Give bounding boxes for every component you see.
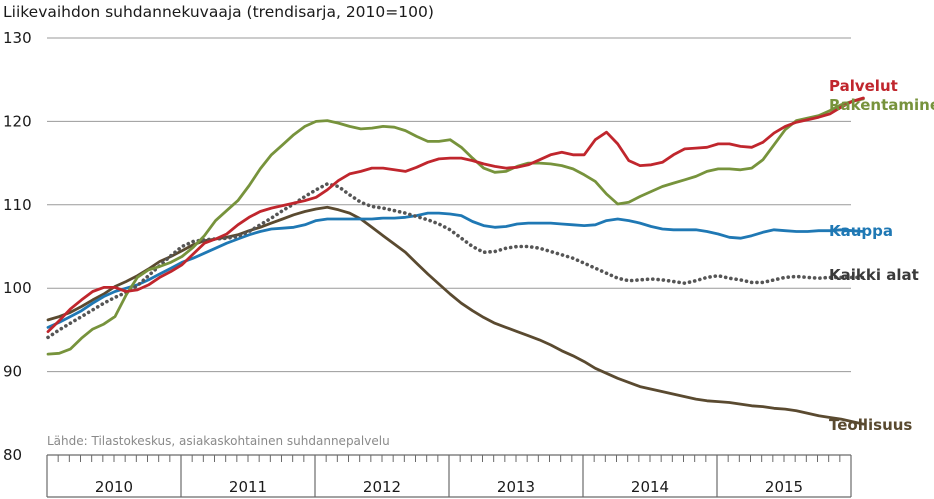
y-axis-ticks: 80 90 100 110 120 130 [3,29,32,464]
series-line-teollisuus [46,205,865,426]
x-axis: 2010 2011 2012 2013 2014 2015 [46,454,852,498]
series-line-kaikki-alat [46,182,866,340]
x-tick-label: 2013 [497,478,535,496]
x-tick-label: 2014 [631,478,669,496]
chart-title: Liikevaihdon suhdannekuvaaja (trendisarj… [3,3,434,21]
series-label: Kauppa [829,222,893,240]
series-line-palvelut [46,96,865,334]
series-label: Teollisuus [829,416,912,434]
y-tick-label: 110 [3,196,32,214]
y-tick-label: 90 [3,363,22,381]
series-line-rakentaminen [46,97,865,356]
y-tick-label: 80 [3,446,22,464]
series-lines [46,96,866,426]
y-tick-label: 100 [3,279,32,297]
x-tick-label: 2011 [229,478,267,496]
source-note: Lähde: Tilastokeskus, asiakaskohtainen s… [47,434,390,448]
y-tick-label: 120 [3,112,32,130]
gridlines [47,37,851,373]
x-tick-label: 2010 [95,478,133,496]
x-tick-label: 2015 [765,478,803,496]
series-label: Rakentaminen [829,96,934,114]
series-labels: Teollisuus Kauppa Kaikki alat RakentaminenP… [829,77,934,434]
series-label: Kaikki alat [829,266,919,284]
series-label: Palvelut [829,77,898,95]
x-tick-label: 2012 [363,478,401,496]
y-tick-label: 130 [3,29,32,47]
